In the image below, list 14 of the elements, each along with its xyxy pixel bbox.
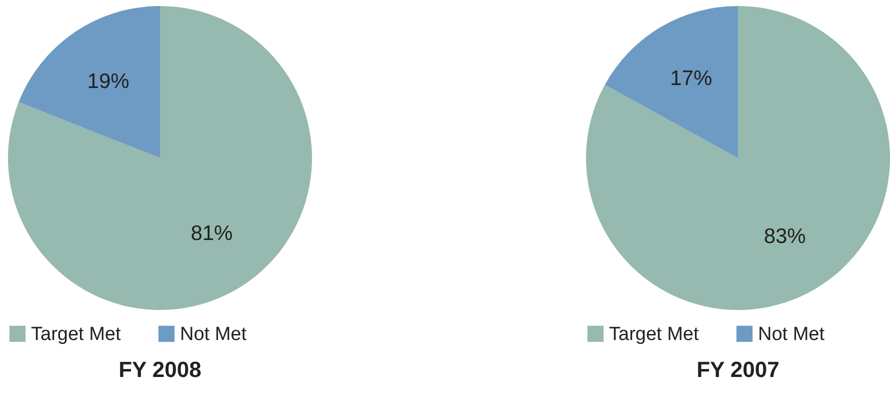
data-label: 19% [87,70,130,93]
legend-label: Not Met [758,324,826,345]
pie-slice [8,6,312,310]
text: FY 2007 [696,357,780,382]
data-label: 83% [764,225,806,248]
pie-slice [586,6,890,310]
text: FY 2008 [118,357,202,382]
pie-slice [18,6,160,158]
legend-label: Target Met [31,324,122,345]
legend-label: Target Met [609,324,700,345]
data-label: 17% [670,66,712,90]
pie-slice [604,6,738,158]
data-label: 81% [190,222,233,246]
legend-label: Not Met [180,324,248,345]
